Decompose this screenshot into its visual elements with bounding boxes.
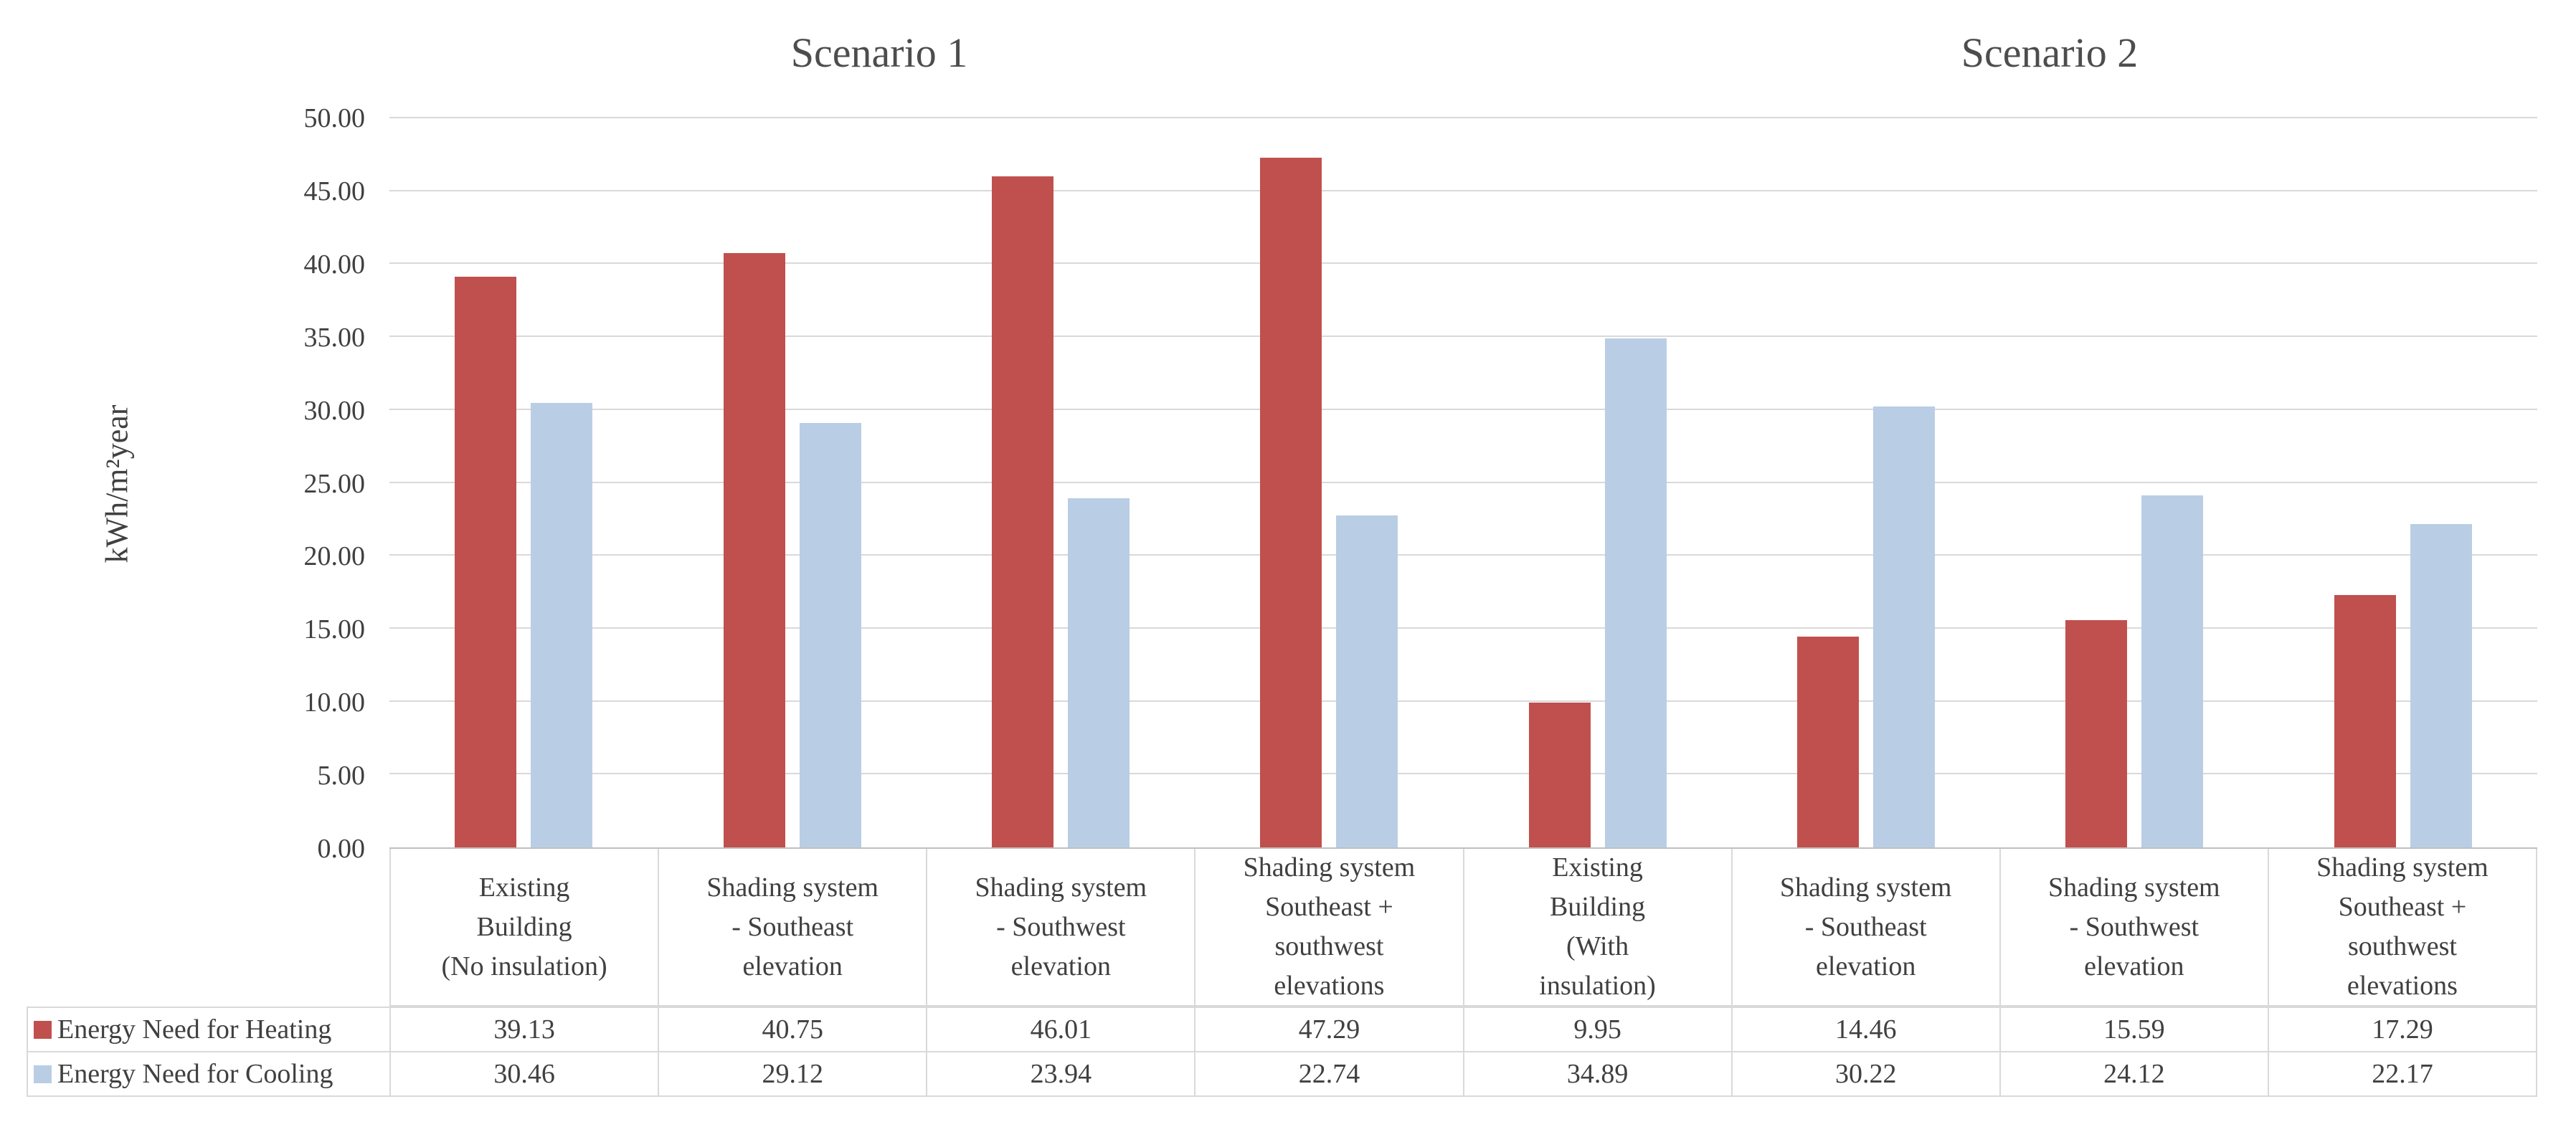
gridline [389,189,2537,191]
y-axis-tick-label: 35.00 [303,322,366,353]
value-cell: 15.59 [2001,1008,2269,1051]
series-name: Energy Need for Cooling [57,1059,333,1089]
gridline [389,408,2537,410]
y-axis-tick-label: 15.00 [303,614,366,645]
value-cell: 17.29 [2372,1014,2433,1045]
value-cell: 30.22 [1733,1052,2001,1095]
category-label: Existing Building (No insulation) [391,849,660,1005]
gridline [389,554,2537,556]
bar-heating [991,176,1053,847]
value-cell: 39.13 [391,1008,660,1051]
gridline [389,117,2537,118]
bar-cooling [1336,515,1398,847]
y-axis-tick-labels: 0.00 5.00 10.00 15.00 20.00 25.00 30.00 35.00 40… [0,103,366,864]
legend-cell: Energy Need for Heating [28,1008,391,1051]
value-cell: 47.29 [1195,1008,1464,1051]
plot-area [389,117,2537,849]
bar-cooling [2410,524,2472,847]
table-row: Energy Need for Heating 39.13 40.75 46.01 47… [28,1008,2536,1052]
value-cell: 46.01 [927,1008,1196,1051]
value-cell: 24.12 [2001,1052,2269,1095]
category-label: Shading system - Southeast elevation [1733,849,2001,1005]
series-name: Energy Need for Heating [57,1014,332,1045]
scenario-1-title: Scenario 1 [790,29,968,76]
value-cell: 40.75 [659,1008,928,1051]
bar-heating [723,253,785,847]
value-cell: 23.94 [927,1052,1196,1095]
bar-cooling [2141,495,2204,847]
table-row: Energy Need for Cooling 30.46 29.12 23.94 22… [28,1052,2536,1095]
category-label: Shading system - Southwest elevation [2001,849,2269,1005]
gridline [389,336,2537,338]
bar-heating [1260,158,1322,847]
scenario-2-title: Scenario 2 [1961,29,2139,76]
value-cell: 34.89 [1464,1052,1733,1095]
y-axis-tick-label: 0.00 [317,834,366,864]
y-axis-tick-label: 30.00 [303,395,366,426]
bar-heating [1528,702,1591,847]
gridline [389,627,2537,629]
category-label: Shading system - Southwest elevation [927,849,1196,1005]
cooling-legend-swatch [34,1065,52,1083]
gridline [389,262,2537,265]
heating-legend-swatch [34,1020,52,1039]
y-axis-tick-label: 5.00 [317,761,366,791]
bar-cooling [1873,406,1936,847]
gridline [389,773,2537,775]
y-axis-tick-label: 20.00 [303,541,366,572]
category-label: Existing Building (With insulation) [1464,849,1733,1005]
value-cell: 29.12 [659,1052,928,1095]
category-axis: Existing Building (No insulation) Shading s… [389,849,2537,1007]
bar-heating [2065,619,2128,847]
bar-cooling [1067,498,1130,847]
y-axis-tick-label: 50.00 [303,103,366,133]
category-label: Shading system Southeast + southwest elevat… [1195,849,1464,1005]
value-cell: 9.95 [1464,1008,1733,1051]
bar-cooling [799,422,861,847]
category-label: Shading system Southeast + southwest elevat… [2269,849,2537,1005]
gridline [389,481,2537,483]
legend-cell: Energy Need for Cooling [28,1052,391,1095]
value-cell: 14.46 [1733,1008,2001,1051]
y-axis-tick-label: 40.00 [303,249,366,280]
bar-cooling [1604,338,1667,847]
value-cell: 22.74 [1195,1052,1464,1095]
bar-heating [2334,595,2396,847]
category-label: Shading system - Southeast elevation [659,849,928,1005]
bar-heating [455,277,517,847]
bar-cooling [531,403,593,847]
value-cell: 30.46 [391,1052,660,1095]
data-table: Energy Need for Heating 39.13 40.75 46.01 47… [27,1007,2537,1097]
value-cell: 22.17 [2372,1059,2433,1089]
y-axis-tick-label: 10.00 [303,688,366,718]
y-axis-tick-label: 45.00 [303,176,366,206]
bar-heating [1797,636,1860,847]
y-axis-tick-label: 25.00 [303,468,366,499]
gridline [389,700,2537,702]
